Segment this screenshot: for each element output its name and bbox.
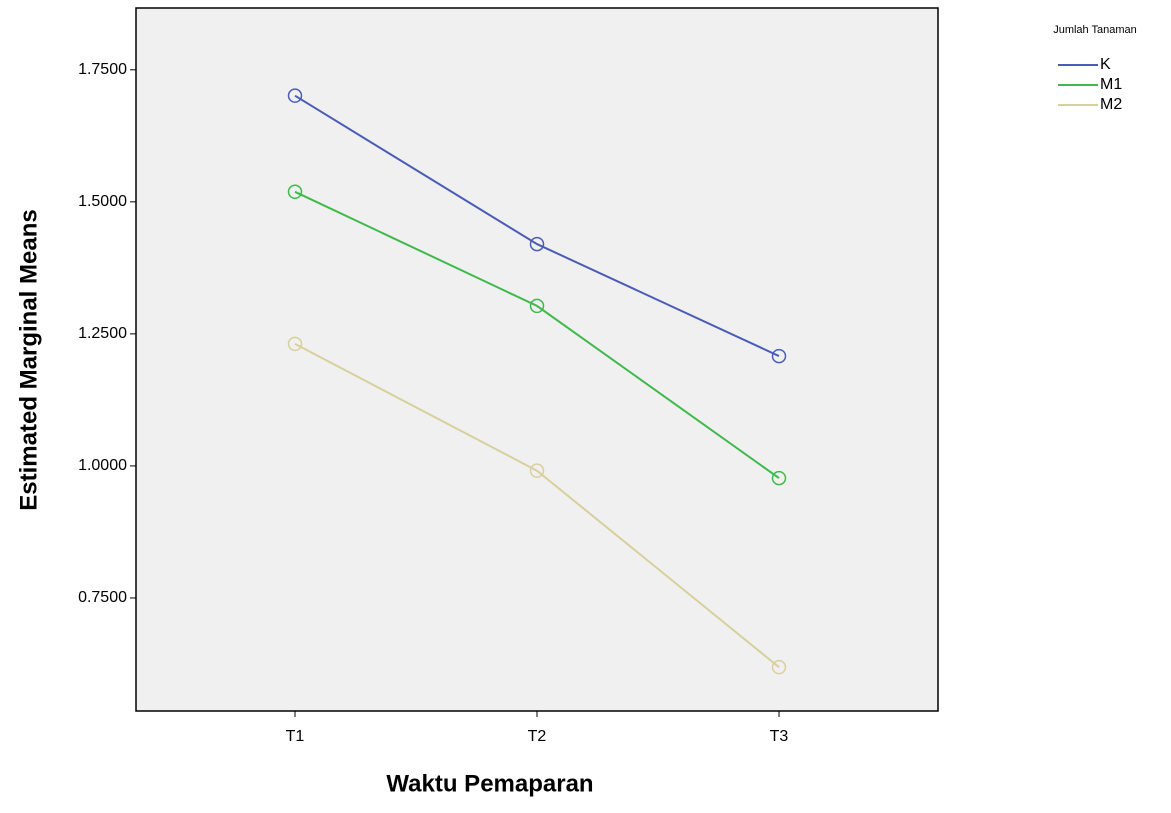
- y-tick-label: 1.0000: [78, 457, 127, 474]
- legend-label: M1: [1100, 76, 1122, 93]
- y-tick-label: 1.5000: [78, 193, 127, 210]
- y-tick-label: 1.7500: [78, 61, 127, 78]
- legend-label: K: [1100, 56, 1111, 73]
- x-tick-label: T2: [528, 728, 547, 745]
- chart: Waktu Pemaparan Estimated Marginal Means…: [0, 0, 1171, 808]
- y-tick-label: 0.7500: [78, 589, 127, 606]
- plot-area: [136, 8, 938, 711]
- x-tick-label: T1: [286, 728, 305, 745]
- legend-label: M2: [1100, 96, 1122, 113]
- x-tick-label: T3: [770, 728, 789, 745]
- x-axis-title: Waktu Pemaparan: [386, 770, 593, 797]
- y-axis-title: Estimated Marginal Means: [15, 209, 42, 510]
- y-tick-label: 1.2500: [78, 325, 127, 342]
- legend-title: Jumlah Tanaman: [1053, 24, 1137, 36]
